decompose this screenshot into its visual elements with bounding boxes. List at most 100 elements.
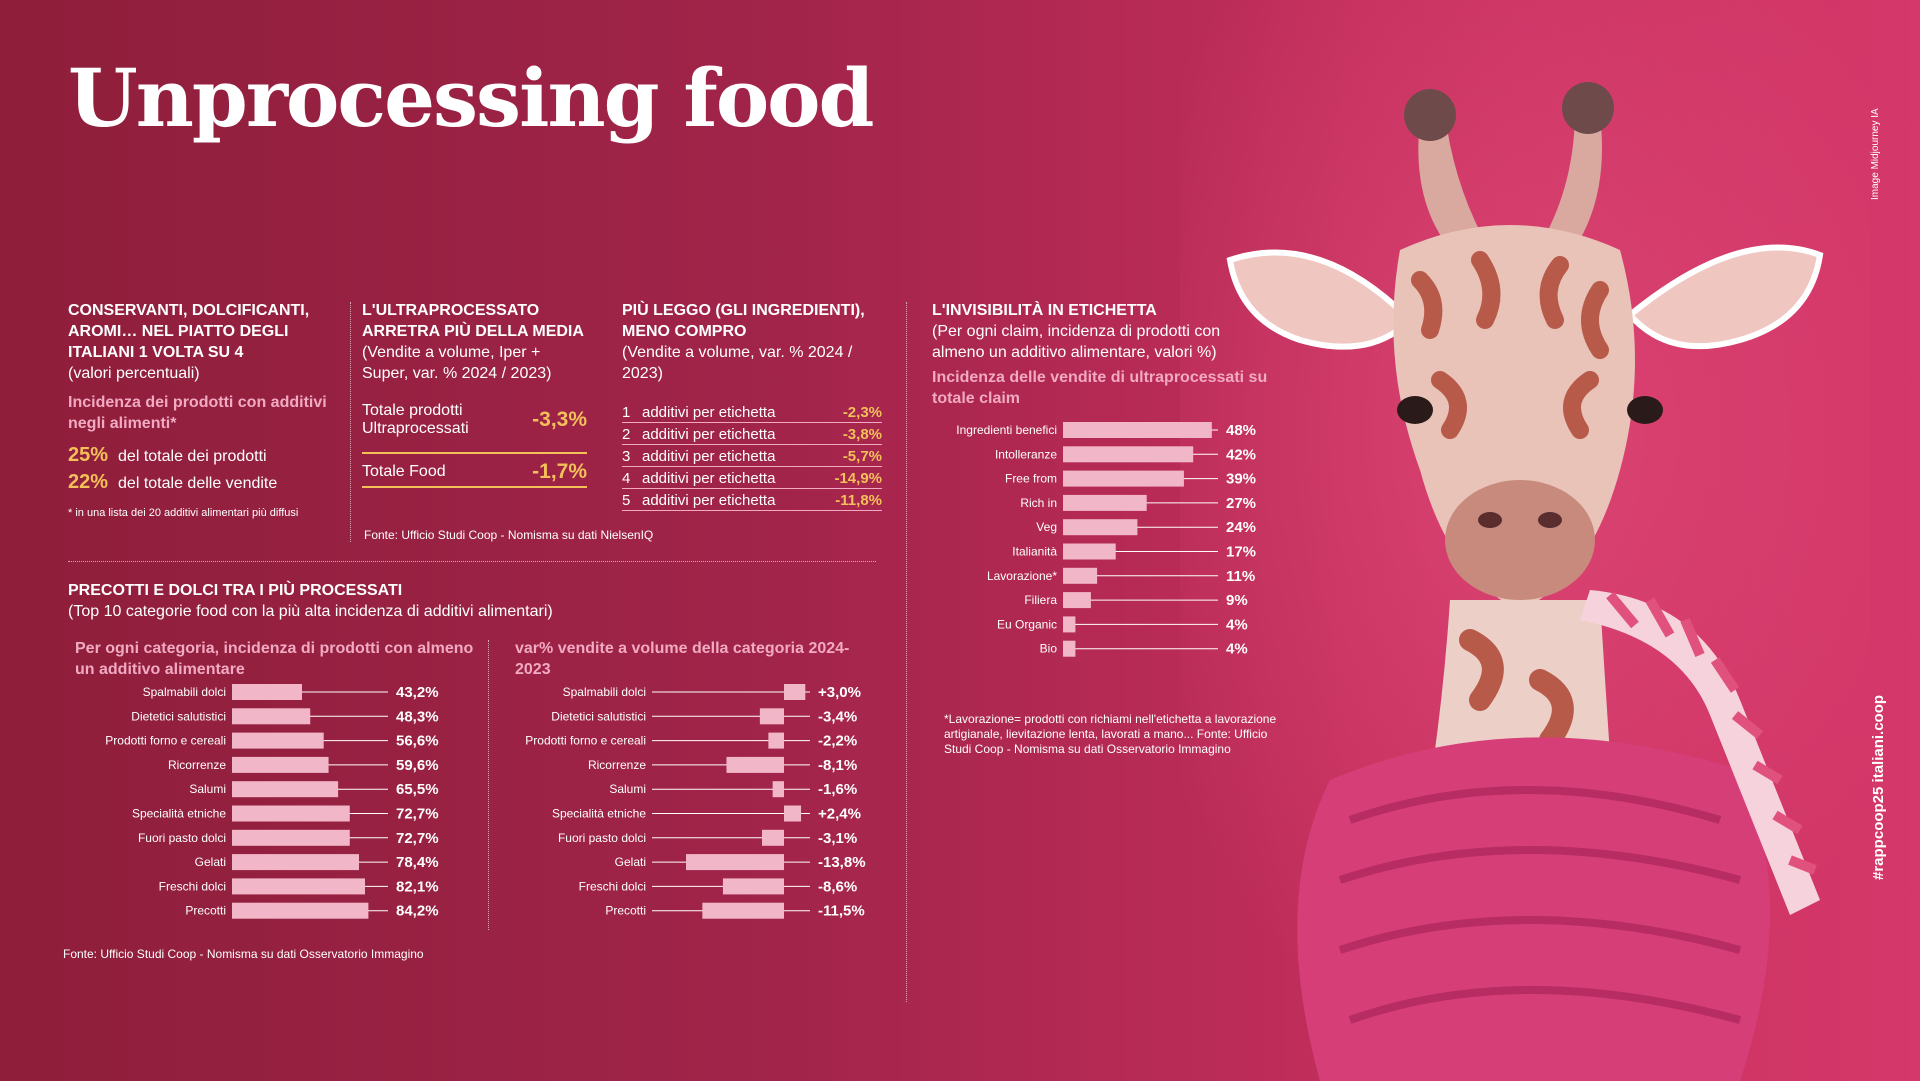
section1-subtitle: (valori percentuali) bbox=[68, 365, 200, 382]
bar-value-label: 82,1% bbox=[396, 878, 439, 895]
section-label-invisibility: L'INVISIBILITÀ IN ETICHETTA (Per ogni cl… bbox=[932, 300, 1272, 409]
divider bbox=[906, 302, 907, 1002]
section4-heading: PRECOTTI E DOLCI TRA I PIÙ PROCESSATI bbox=[68, 582, 403, 599]
chart1-heading: Per ogni categoria, incidenza di prodott… bbox=[75, 640, 474, 678]
bar-category-label: Salumi bbox=[609, 782, 646, 796]
bar-category-label: Eu Organic bbox=[997, 617, 1057, 631]
bar-category-label: Spalmabili dolci bbox=[143, 685, 226, 699]
bar-value-label: 84,2% bbox=[396, 903, 439, 920]
section5-heading: L'INVISIBILITÀ IN ETICHETTA bbox=[932, 302, 1157, 319]
chart-claims: Ingredienti benefici 48% Intolleranze 42% Fr… bbox=[956, 422, 1256, 658]
bar bbox=[1063, 592, 1091, 609]
page-title: Unprocessing food bbox=[68, 51, 874, 145]
bar bbox=[686, 854, 784, 871]
bar-value-label: 65,5% bbox=[396, 781, 439, 798]
bar-category-label: Bio bbox=[1040, 642, 1058, 656]
section1-footnote: * in una lista dei 20 additivi alimentar… bbox=[68, 507, 299, 519]
bar-category-label: Specialità etniche bbox=[552, 807, 646, 821]
bar bbox=[232, 781, 339, 798]
bar bbox=[768, 732, 784, 749]
bar-value-label: 48,3% bbox=[396, 708, 439, 725]
bar-value-label: 4% bbox=[1226, 641, 1248, 658]
bar bbox=[702, 902, 784, 919]
total-food-row: Totale Food -1,7% bbox=[362, 454, 587, 488]
bar-category-label: Filiera bbox=[1024, 593, 1057, 607]
bar-category-label: Precotti bbox=[185, 904, 226, 918]
bar bbox=[759, 708, 784, 725]
stat-products: 25% del totale dei prodotti bbox=[68, 444, 333, 467]
bar-value-label: 43,2% bbox=[396, 684, 439, 701]
additives-list: 1 additivi per etichetta -2,3% 2 additivi p… bbox=[622, 402, 882, 511]
section3-heading: PIÙ LEGGO (GLI INGREDIENTI), MENO COMPRO bbox=[622, 302, 865, 340]
bar-category-label: Spalmabili dolci bbox=[563, 685, 646, 699]
bar-value-label: 78,4% bbox=[396, 854, 439, 871]
image-credit: Image Midjourney IA bbox=[1870, 108, 1881, 200]
bar-category-label: Ingredienti benefici bbox=[956, 423, 1057, 437]
list-item: 2 additivi per etichetta -3,8% bbox=[622, 424, 882, 445]
bar-value-label: 27% bbox=[1226, 495, 1256, 512]
bar-category-label: Free from bbox=[1005, 472, 1057, 486]
bar-category-label: Ricorrenze bbox=[588, 758, 646, 772]
bar-value-label: 39% bbox=[1226, 471, 1256, 488]
bar bbox=[1063, 446, 1194, 463]
bar-category-label: Italianità bbox=[1012, 545, 1057, 559]
bar bbox=[232, 878, 366, 895]
bar bbox=[1063, 422, 1212, 438]
bar bbox=[232, 756, 329, 773]
stat-products-value: 25% bbox=[68, 444, 109, 466]
list-item: 4 additivi per etichetta -14,9% bbox=[622, 468, 882, 489]
bar-value-label: 11% bbox=[1226, 568, 1255, 585]
bar bbox=[232, 902, 369, 919]
chart-sales-variation: Spalmabili dolci +3,0% Dietetici salutisti… bbox=[525, 684, 866, 920]
bar-category-label: Dietetici salutistici bbox=[131, 709, 226, 723]
bar-category-label: Prodotti forno e cereali bbox=[525, 734, 646, 748]
bar-value-label: +2,4% bbox=[818, 806, 861, 823]
bar-value-label: -3,4% bbox=[818, 708, 857, 725]
total-food-value: -1,7% bbox=[532, 460, 587, 483]
bar-category-label: Precotti bbox=[605, 904, 646, 918]
bar-category-label: Gelati bbox=[615, 855, 646, 869]
bar-value-label: -1,6% bbox=[818, 781, 857, 798]
divider bbox=[68, 561, 876, 562]
bar-value-label: 17% bbox=[1226, 544, 1256, 561]
list-item: 1 additivi per etichetta -2,3% bbox=[622, 402, 882, 423]
bar-value-label: -8,6% bbox=[818, 878, 857, 895]
bar bbox=[1063, 470, 1184, 487]
bar-category-label: Fuori pasto dolci bbox=[558, 831, 646, 845]
bar-category-label: Freschi dolci bbox=[579, 879, 646, 893]
bar-value-label: 59,6% bbox=[396, 757, 439, 774]
ultraprocessed-row: Totale prodotti Ultraprocessati -3,3% bbox=[362, 402, 587, 454]
section1-pink-heading: Incidenza dei prodotti con additivi negl… bbox=[68, 394, 327, 432]
ultraprocessed-label: Totale prodotti Ultraprocessati bbox=[362, 402, 469, 437]
bar bbox=[784, 805, 802, 822]
section2-subtitle: (Vendite a volume, Iper + Super, var. % … bbox=[362, 344, 552, 382]
bar bbox=[1063, 567, 1098, 584]
bar-category-label: Lavorazione* bbox=[987, 569, 1057, 583]
bar-value-label: -2,2% bbox=[818, 733, 857, 750]
bar bbox=[772, 781, 784, 798]
section-precooked: PRECOTTI E DOLCI TRA I PIÙ PROCESSATI (T… bbox=[68, 580, 868, 622]
divider bbox=[350, 302, 351, 542]
hashtag-credit: #rappcoop25 italiani.coop bbox=[1870, 694, 1887, 880]
bar-value-label: -11,5% bbox=[818, 903, 865, 920]
bar-value-label: 48% bbox=[1226, 422, 1256, 439]
bar-category-label: Freschi dolci bbox=[159, 879, 226, 893]
bar-value-label: -8,1% bbox=[818, 757, 857, 774]
bar-category-label: Prodotti forno e cereali bbox=[105, 734, 226, 748]
section2-heading: L'ULTRAPROCESSATO ARRETRA PIÙ DELLA MEDI… bbox=[362, 302, 584, 340]
total-food-label: Totale Food bbox=[362, 463, 446, 480]
divider bbox=[488, 640, 489, 930]
section-additives-share: CONSERVANTI, DOLCIFICANTI, AROMI… NEL PI… bbox=[68, 300, 333, 520]
bar-category-label: Rich in bbox=[1020, 496, 1057, 510]
stat-sales-value: 22% bbox=[68, 471, 109, 493]
bar-value-label: -13,8% bbox=[818, 854, 866, 871]
bar bbox=[784, 684, 806, 700]
bar-category-label: Dietetici salutistici bbox=[551, 709, 646, 723]
section1-heading: CONSERVANTI, DOLCIFICANTI, AROMI… NEL PI… bbox=[68, 302, 310, 361]
bar bbox=[232, 805, 350, 822]
stat-sales-label: del totale delle vendite bbox=[118, 475, 278, 492]
bar-category-label: Fuori pasto dolci bbox=[138, 831, 226, 845]
bar-value-label: -3,1% bbox=[818, 830, 857, 847]
bar-category-label: Gelati bbox=[195, 855, 226, 869]
stat-sales: 22% del totale delle vendite bbox=[68, 471, 333, 494]
